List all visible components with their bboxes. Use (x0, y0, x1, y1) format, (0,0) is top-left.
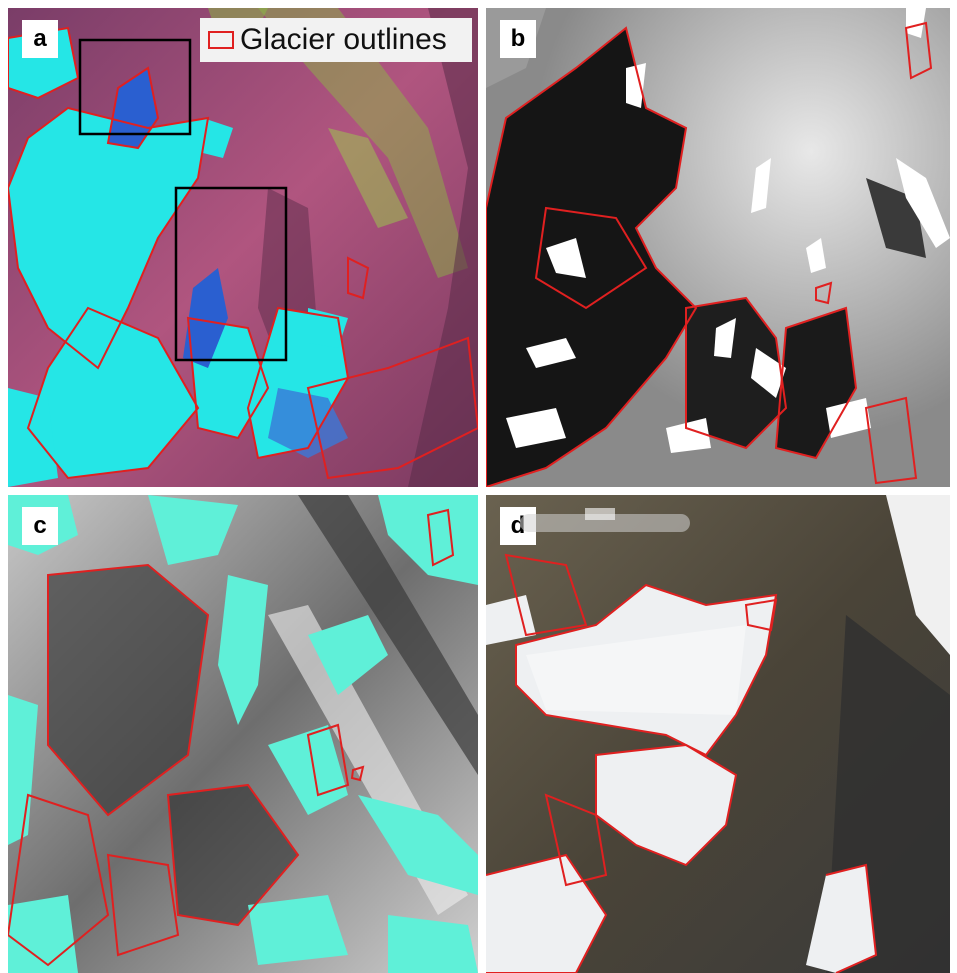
panel-b: b (486, 8, 950, 487)
panel-d-label: d (500, 507, 536, 545)
panel-c-label: c (22, 507, 58, 545)
panel-a: a (8, 8, 478, 487)
legend-text: Glacier outlines (240, 23, 447, 56)
panel-b-image (486, 8, 950, 487)
panel-c: c (8, 495, 478, 973)
panel-d-image (486, 495, 950, 973)
imagery-date-slider-handle[interactable] (585, 508, 615, 520)
imagery-date-slider[interactable] (520, 514, 690, 532)
panel-c-image (8, 495, 478, 973)
legend-swatch (208, 31, 234, 49)
panel-b-label: b (500, 20, 536, 58)
panel-a-image (8, 8, 478, 487)
panel-a-label: a (22, 20, 58, 58)
legend: Glacier outlines (200, 18, 472, 62)
panel-d: d (486, 495, 950, 973)
